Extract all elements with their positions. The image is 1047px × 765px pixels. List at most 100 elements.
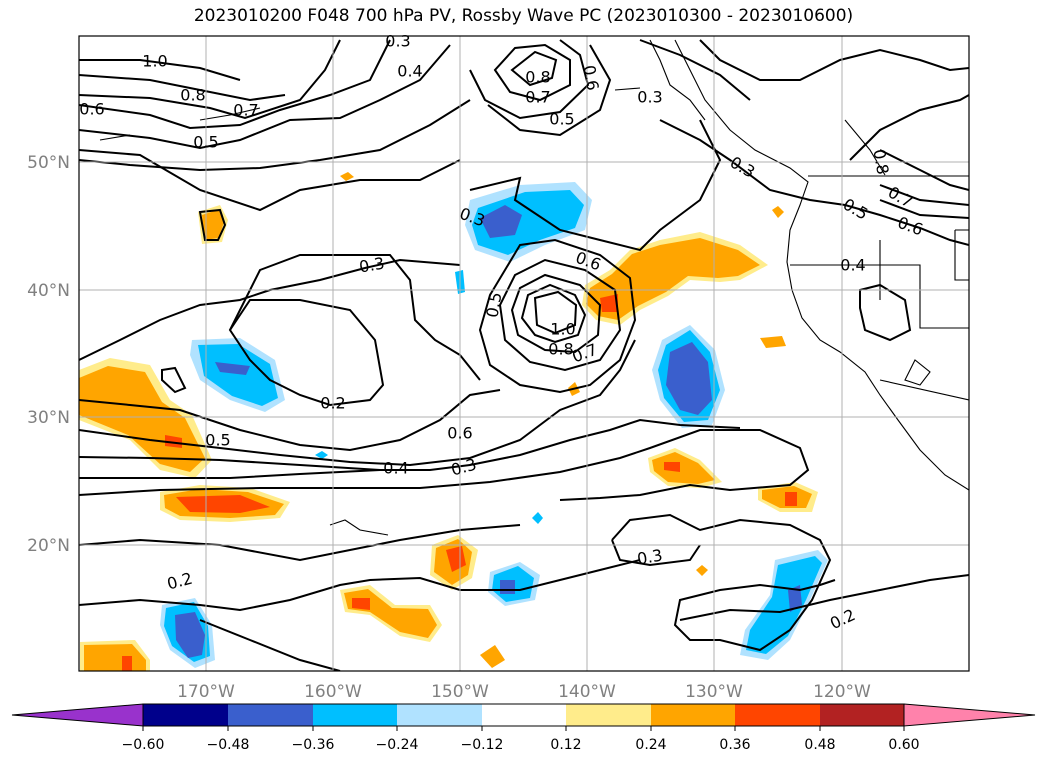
longitude-labels: 170°W 160°W 150°W 140°W 130°W 120°W bbox=[177, 682, 871, 702]
colorbar-tick-label: −0.48 bbox=[207, 737, 250, 753]
colorbar-swatch bbox=[651, 704, 735, 726]
contour-label: 0.3 bbox=[358, 253, 386, 276]
colorbar-tick-label: 0.36 bbox=[719, 737, 750, 753]
contour-label: 0.5 bbox=[840, 195, 872, 224]
contour-label: 0.5 bbox=[482, 291, 505, 319]
lat-label: 50°N bbox=[27, 153, 70, 173]
pos-fill bbox=[480, 645, 505, 668]
lat-label: 30°N bbox=[27, 408, 70, 428]
contour-label: 0.3 bbox=[637, 88, 662, 107]
contour-label: 0.4 bbox=[383, 459, 408, 478]
pos-fill bbox=[760, 336, 786, 348]
contour-label: 1.0 bbox=[550, 320, 575, 339]
neg-fill bbox=[746, 556, 822, 654]
neg-fill bbox=[480, 205, 522, 238]
map-title: 2023010200 F048 700 hPa PV, Rossby Wave … bbox=[193, 6, 854, 26]
contour-label: 0.6 bbox=[895, 213, 925, 240]
colorbar-swatch bbox=[143, 704, 228, 726]
pv-contours bbox=[79, 39, 969, 671]
contour-label: 0.5 bbox=[205, 431, 230, 450]
colorbar-swatch bbox=[820, 704, 904, 726]
pos-fill bbox=[122, 656, 132, 671]
pos-fill bbox=[600, 294, 618, 312]
contour-label: 0.6 bbox=[573, 248, 603, 275]
colorbar: −0.60 −0.48 −0.36 −0.24 −0.12 0.12 0.24 … bbox=[11, 703, 1036, 753]
contour-label: 0.7 bbox=[233, 101, 258, 120]
pos-fill bbox=[352, 598, 370, 610]
contour-label: 0.8 bbox=[869, 148, 892, 176]
contour-label: 1.0 bbox=[142, 52, 167, 71]
contour-label: 0.4 bbox=[840, 256, 865, 275]
neg-fill bbox=[500, 580, 515, 594]
contour-label: 0.8 bbox=[525, 68, 550, 87]
lon-label: 160°W bbox=[304, 682, 362, 702]
contour-label: 0.3 bbox=[636, 545, 664, 568]
lon-label: 150°W bbox=[431, 682, 489, 702]
neg-fill bbox=[532, 512, 543, 524]
contour-label: 0.4 bbox=[397, 62, 422, 81]
pos-fill bbox=[586, 238, 760, 320]
contour-label: 0.3 bbox=[449, 455, 479, 480]
contour-labels: 1.00.80.70.60.50.30.80.70.60.50.40.30.80… bbox=[79, 32, 925, 634]
graticule bbox=[79, 36, 969, 671]
contour-label: 0.6 bbox=[447, 424, 472, 443]
contour-label: 0.8 bbox=[180, 86, 205, 105]
contour-label: 0.5 bbox=[193, 133, 218, 152]
contour-label: 0.3 bbox=[385, 32, 410, 51]
contour-label: 0.2 bbox=[827, 605, 858, 633]
contour-label: 0.2 bbox=[320, 394, 345, 413]
neg-fill bbox=[788, 585, 802, 612]
colorbar-tick-marks bbox=[142, 726, 905, 731]
pos-fill bbox=[165, 435, 182, 448]
colorbar-tick-label: 0.48 bbox=[804, 737, 835, 753]
map-frame bbox=[78, 35, 970, 672]
neg-fill bbox=[198, 344, 278, 406]
pos-fill bbox=[446, 546, 466, 572]
lon-label: 140°W bbox=[558, 682, 616, 702]
neg-fill bbox=[215, 362, 250, 375]
colorbar-tick-label: −0.36 bbox=[292, 737, 335, 753]
contour-label: 0.7 bbox=[525, 88, 550, 107]
pos-fill bbox=[202, 209, 224, 240]
colorbar-tick-label: 0.24 bbox=[635, 737, 666, 753]
lon-label: 120°W bbox=[813, 682, 871, 702]
pos-fill bbox=[772, 206, 784, 218]
colorbar-swatch bbox=[735, 704, 820, 726]
colorbar-tick-label: 0.60 bbox=[888, 737, 919, 753]
colorbar-swatch bbox=[397, 704, 482, 726]
colorbar-swatch bbox=[566, 704, 651, 726]
neg-fill bbox=[315, 451, 328, 459]
pv-anomaly-shading bbox=[79, 172, 828, 671]
contour-label: 0.7 bbox=[885, 183, 917, 212]
pos-fill bbox=[696, 565, 708, 576]
colorbar-swatch bbox=[313, 704, 397, 726]
contour-label: 0.6 bbox=[79, 100, 104, 119]
colorbar-tick-label: −0.12 bbox=[461, 737, 504, 753]
colorbar-tick-label: −0.24 bbox=[376, 737, 419, 753]
colorbar-max-extend bbox=[903, 703, 1036, 727]
contour-label: 0.5 bbox=[549, 110, 574, 129]
pos-fill bbox=[340, 172, 354, 181]
colorbar-swatch bbox=[482, 704, 566, 726]
colorbar-min-extend bbox=[11, 703, 144, 727]
lon-label: 130°W bbox=[685, 682, 743, 702]
pos-fill bbox=[176, 495, 270, 513]
contour-label: 0.8 bbox=[548, 340, 573, 359]
neg-fill bbox=[175, 612, 205, 658]
pos-fill bbox=[664, 462, 680, 472]
colorbar-tick-label: −0.60 bbox=[122, 737, 165, 753]
lat-label: 40°N bbox=[27, 281, 70, 301]
coastlines bbox=[99, 39, 969, 536]
contour-label: 0.2 bbox=[165, 569, 195, 594]
lon-label: 170°W bbox=[177, 682, 235, 702]
pos-fill bbox=[652, 452, 715, 484]
contour-label: 0.6 bbox=[579, 64, 602, 92]
neg-fill bbox=[666, 342, 712, 415]
latitude-labels: 50°N 40°N 30°N 20°N bbox=[27, 153, 70, 556]
colorbar-swatch bbox=[228, 704, 313, 726]
neg-fill bbox=[472, 190, 584, 255]
lat-label: 20°N bbox=[27, 536, 70, 556]
pos-fill bbox=[785, 492, 797, 506]
colorbar-tick-label: 0.12 bbox=[550, 737, 581, 753]
